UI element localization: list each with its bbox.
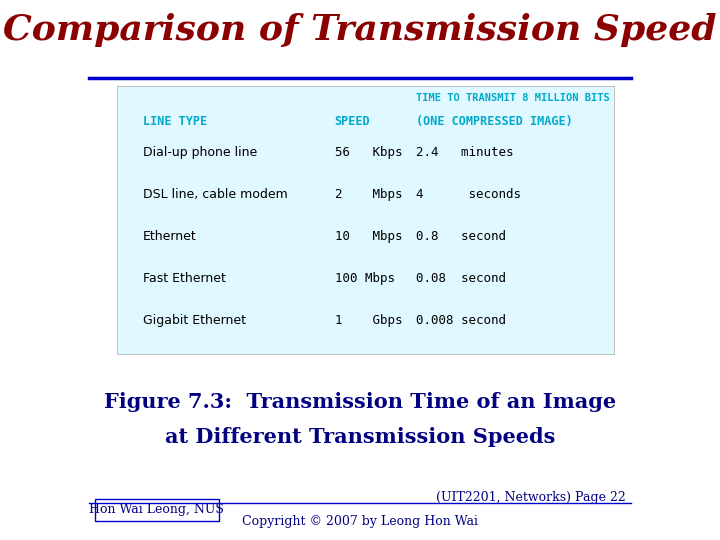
Text: Comparison of Transmission Speed: Comparison of Transmission Speed	[4, 13, 716, 46]
Text: 56   Kbps: 56 Kbps	[335, 146, 402, 159]
Text: DSL line, cable modem: DSL line, cable modem	[143, 188, 287, 201]
Text: Ethernet: Ethernet	[143, 230, 197, 243]
Text: 1    Gbps: 1 Gbps	[335, 314, 402, 327]
Text: 2.4   minutes: 2.4 minutes	[416, 146, 514, 159]
Text: 0.008 second: 0.008 second	[416, 314, 506, 327]
Text: Figure 7.3:  Transmission Time of an Image: Figure 7.3: Transmission Time of an Imag…	[104, 392, 616, 413]
Text: 0.08  second: 0.08 second	[416, 272, 506, 285]
Text: Gigabit Ethernet: Gigabit Ethernet	[143, 314, 246, 327]
FancyBboxPatch shape	[95, 499, 219, 521]
Text: TIME TO TRANSMIT 8 MILLION BITS: TIME TO TRANSMIT 8 MILLION BITS	[416, 93, 610, 103]
Text: 4      seconds: 4 seconds	[416, 188, 521, 201]
Text: (UIT2201, Networks) Page 22: (UIT2201, Networks) Page 22	[436, 491, 625, 504]
Text: 10   Mbps: 10 Mbps	[335, 230, 402, 243]
Text: 0.8   second: 0.8 second	[416, 230, 506, 243]
Text: Dial-up phone line: Dial-up phone line	[143, 146, 257, 159]
Text: 100 Mbps: 100 Mbps	[335, 272, 395, 285]
Text: (ONE COMPRESSED IMAGE): (ONE COMPRESSED IMAGE)	[416, 115, 573, 128]
Text: LINE TYPE: LINE TYPE	[143, 115, 207, 128]
Text: 2    Mbps: 2 Mbps	[335, 188, 402, 201]
Text: Copyright © 2007 by Leong Hon Wai: Copyright © 2007 by Leong Hon Wai	[242, 515, 478, 528]
Text: Fast Ethernet: Fast Ethernet	[143, 272, 225, 285]
Text: Hon Wai Leong, NUS: Hon Wai Leong, NUS	[89, 503, 224, 516]
Text: SPEED: SPEED	[335, 115, 370, 128]
FancyBboxPatch shape	[117, 86, 614, 354]
Text: at Different Transmission Speeds: at Different Transmission Speeds	[165, 427, 555, 448]
